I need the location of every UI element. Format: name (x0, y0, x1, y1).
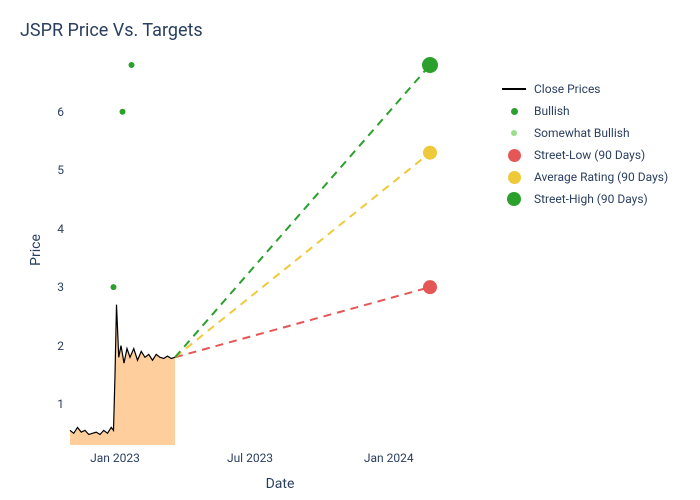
y-tick-label: 4 (57, 222, 64, 236)
legend-label: Close Prices (534, 82, 601, 96)
plot-area: 123456Jan 2023Jul 2023Jan 2024 (70, 65, 490, 445)
legend-item: Close Prices (500, 80, 668, 98)
street-low-line (175, 287, 430, 357)
legend-swatch (500, 192, 528, 206)
legend-dot-icon (511, 130, 517, 136)
average-rating-line (175, 153, 430, 358)
legend-swatch (500, 170, 528, 184)
x-tick-label: Jan 2023 (90, 451, 140, 465)
y-tick-label: 6 (57, 105, 64, 119)
street-high-marker (422, 57, 438, 73)
bullish-point (120, 109, 126, 115)
legend-label: Street-Low (90 Days) (534, 148, 645, 162)
y-tick-label: 1 (57, 397, 64, 411)
y-axis-label: Price (28, 234, 44, 266)
legend-swatch (500, 148, 528, 162)
legend-label: Street-High (90 Days) (534, 192, 648, 206)
x-tick-label: Jan 2024 (364, 451, 414, 465)
y-tick-label: 5 (57, 163, 64, 177)
chart-container: JSPR Price Vs. Targets Price 123456Jan 2… (0, 0, 700, 500)
legend-swatch (500, 104, 528, 118)
bullish-point (129, 62, 135, 68)
legend-item: Average Rating (90 Days) (500, 168, 668, 186)
bullish-point (111, 284, 117, 290)
legend-line-icon (502, 88, 526, 90)
legend-dot-icon (508, 171, 521, 184)
legend-label: Average Rating (90 Days) (534, 170, 668, 184)
legend-item: Somewhat Bullish (500, 124, 668, 142)
legend-label: Bullish (534, 104, 570, 118)
street-low-marker (423, 280, 437, 294)
close-price-area (70, 305, 175, 445)
legend-dot-icon (508, 149, 521, 162)
x-tick-label: Jul 2023 (227, 451, 273, 465)
chart-title: JSPR Price Vs. Targets (20, 20, 203, 41)
x-axis-label: Date (266, 476, 295, 492)
legend-label: Somewhat Bullish (534, 126, 630, 140)
legend: Close Prices Bullish Somewhat Bullish Stree… (500, 80, 668, 212)
legend-item: Street-High (90 Days) (500, 190, 668, 208)
y-tick-label: 2 (57, 339, 64, 353)
legend-dot-icon (507, 192, 521, 206)
y-tick-label: 3 (57, 280, 64, 294)
street-high-line (175, 65, 430, 357)
legend-swatch (500, 126, 528, 140)
legend-swatch (500, 82, 528, 96)
legend-item: Street-Low (90 Days) (500, 146, 668, 164)
legend-item: Bullish (500, 102, 668, 120)
average-rating-marker (423, 146, 437, 160)
legend-dot-icon (511, 108, 518, 115)
